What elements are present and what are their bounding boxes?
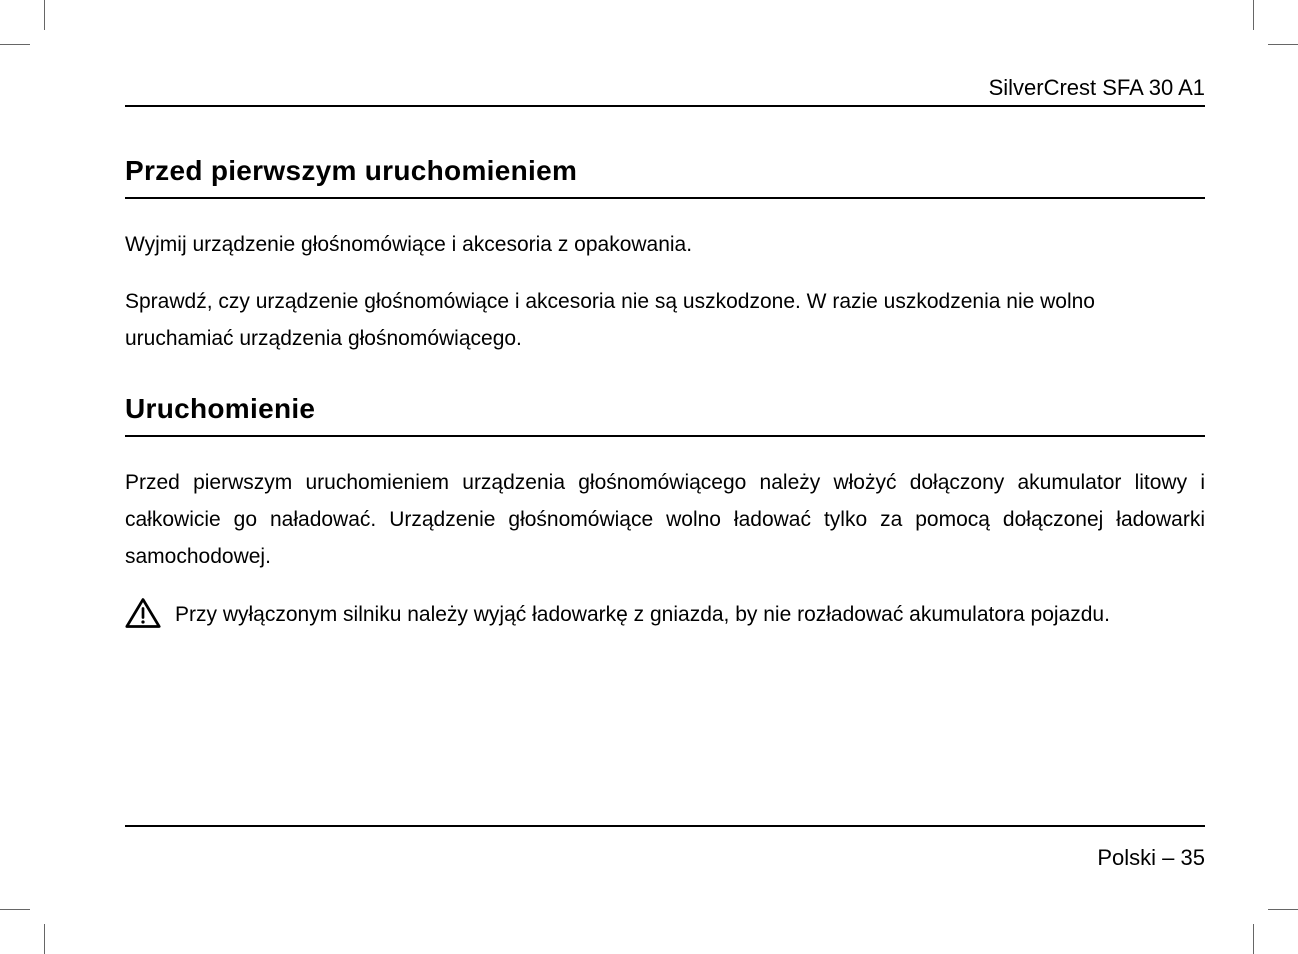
body-paragraph: Przed pierwszym uruchomieniem urządzenia… xyxy=(125,465,1205,575)
crop-mark xyxy=(1253,924,1254,954)
footer-separator: – xyxy=(1162,845,1174,870)
footer-language: Polski xyxy=(1097,845,1156,870)
section-title: Przed pierwszym uruchomieniem xyxy=(125,155,1205,199)
footer-page-number: 35 xyxy=(1181,845,1205,870)
crop-mark xyxy=(1268,909,1298,910)
body-paragraph: Wyjmij urządzenie głośnomówiące i akceso… xyxy=(125,227,1205,264)
crop-mark xyxy=(0,44,30,45)
warning-icon xyxy=(125,596,161,635)
page-content: SilverCrest SFA 30 A1 Przed pierwszym ur… xyxy=(125,75,1205,875)
crop-mark xyxy=(44,0,45,30)
warning-note: Przy wyłączonym silniku należy wyjąć ład… xyxy=(125,596,1205,635)
header-rule: SilverCrest SFA 30 A1 xyxy=(125,75,1205,107)
product-name: SilverCrest SFA 30 A1 xyxy=(125,75,1205,101)
body-paragraph: Sprawdź, czy urządzenie głośnomówiące i … xyxy=(125,284,1205,358)
section-before-first-use: Przed pierwszym uruchomieniem Wyjmij urz… xyxy=(125,155,1205,357)
section-startup: Uruchomienie Przed pierwszym uruchomieni… xyxy=(125,393,1205,634)
crop-mark xyxy=(44,924,45,954)
warning-text: Przy wyłączonym silniku należy wyjąć ład… xyxy=(175,597,1110,634)
crop-mark xyxy=(1268,44,1298,45)
crop-mark xyxy=(1253,0,1254,30)
section-title: Uruchomienie xyxy=(125,393,1205,437)
crop-mark xyxy=(0,909,30,910)
page-footer: Polski – 35 xyxy=(125,825,1205,871)
